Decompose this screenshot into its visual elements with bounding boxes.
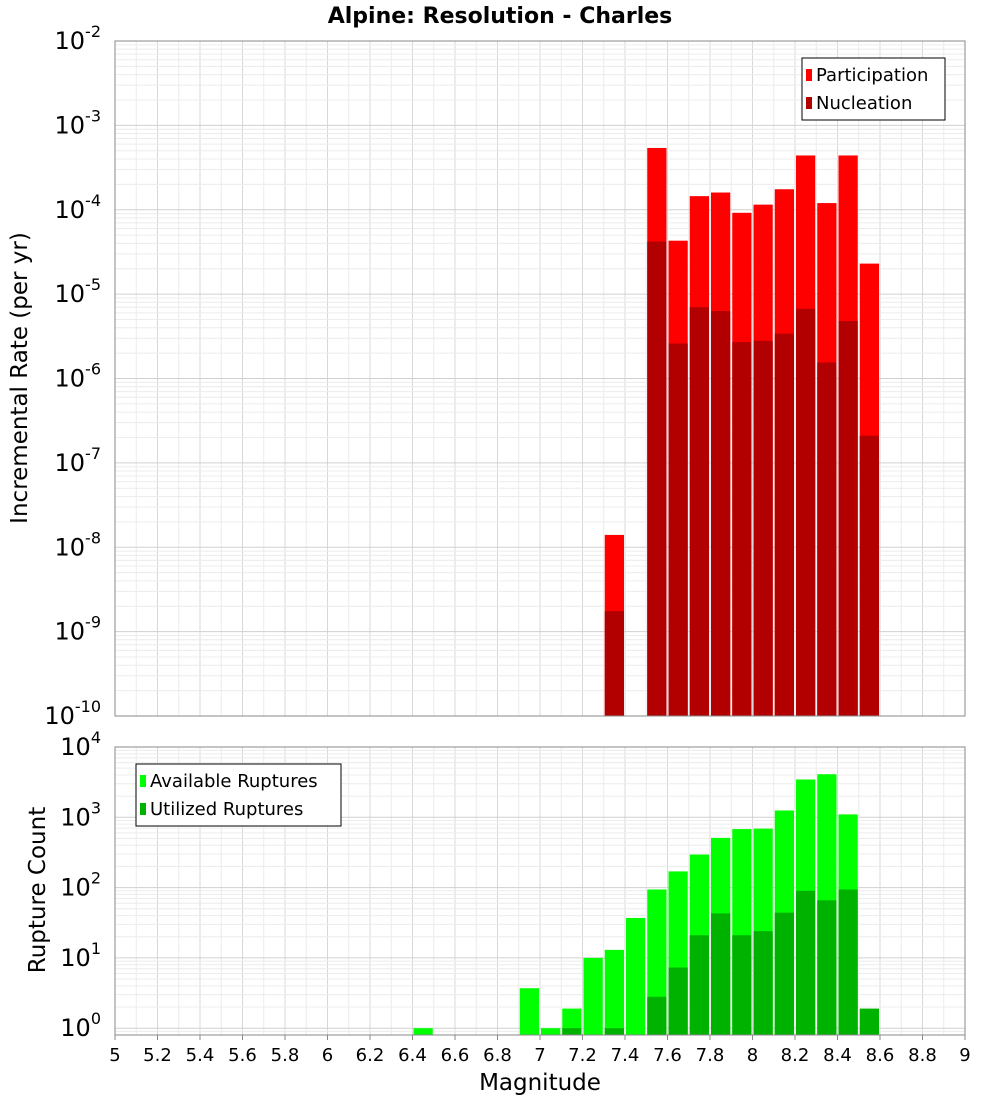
- bar: [604, 949, 624, 1035]
- chart-title: Alpine: Resolution - Charles: [328, 4, 673, 29]
- bar: [604, 1028, 624, 1035]
- bar: [796, 308, 816, 716]
- bar: [689, 307, 709, 716]
- bar: [668, 343, 688, 716]
- legend-box: [801, 57, 946, 121]
- y-tick-label: 10-3: [55, 106, 102, 139]
- y-tick-label: 10-5: [55, 275, 102, 308]
- y-axis-label-rate: Incremental Rate (per yr): [7, 232, 33, 524]
- y-tick-label: 102: [60, 869, 101, 902]
- x-tick-label: 5.2: [143, 1045, 172, 1066]
- y-axis-label-rupture-count: Rupture Count: [25, 807, 51, 973]
- y-tick-label: 10-10: [44, 697, 101, 730]
- legend-swatch: [140, 775, 146, 787]
- x-tick-label: 5: [109, 1045, 120, 1066]
- bar: [583, 957, 603, 1035]
- legend-label: Participation: [816, 65, 928, 86]
- y-tick-label: 104: [60, 728, 101, 761]
- y-tick-label: 100: [60, 1009, 101, 1042]
- y-tick-label: 10-2: [55, 22, 102, 55]
- plot-frame: [114, 40, 966, 717]
- x-tick-label: 7.2: [568, 1045, 597, 1066]
- x-tick-label: 9: [959, 1045, 970, 1066]
- x-tick-label: 8.4: [823, 1045, 852, 1066]
- series-nucleation: [604, 241, 879, 717]
- x-tick-label: 6.4: [398, 1045, 427, 1066]
- bar: [626, 917, 646, 1035]
- x-tick-label: 5.4: [186, 1045, 215, 1066]
- bar: [817, 362, 837, 716]
- bar: [413, 1028, 433, 1035]
- series-utilized-ruptures: [562, 889, 879, 1035]
- bar: [859, 435, 879, 716]
- x-tick-label: 6: [322, 1045, 333, 1066]
- bar: [774, 912, 794, 1035]
- x-axis: 5 5.2 5.4 5.6 5.8 6 6.2 6.4 6.6 6.8 7 7.2 7.4 7.6 7.8 8…: [109, 1035, 971, 1066]
- x-tick-label: 8.6: [866, 1045, 895, 1066]
- y-tick-label: 10-8: [55, 528, 102, 561]
- rupture-count-panel: 100 101 102 103 104 Available Ruptures Utilize…: [60, 728, 966, 1042]
- rate-panel: 10-10 10-9 10-8 10-7 10-6 10-5 10-4 10-3 10-2 Par…: [44, 22, 966, 730]
- y-tick-label: 103: [60, 798, 101, 831]
- legend: Participation Nucleation: [801, 57, 946, 121]
- legend-label: Utilized Ruptures: [150, 799, 303, 820]
- legend-box: [135, 763, 342, 827]
- x-tick-label: 8.8: [908, 1045, 937, 1066]
- bar: [859, 1008, 879, 1035]
- bar: [647, 241, 667, 717]
- legend: Available Ruptures Utilized Ruptures: [135, 763, 342, 827]
- x-tick-label: 6.6: [441, 1045, 470, 1066]
- grid: [114, 40, 966, 717]
- bar: [838, 889, 858, 1035]
- bar: [753, 340, 773, 716]
- x-tick-label: 8: [747, 1045, 758, 1066]
- bar: [774, 333, 794, 716]
- y-tick-label: 10-7: [55, 444, 102, 477]
- x-tick-label: 6.8: [483, 1045, 512, 1066]
- legend-swatch: [140, 803, 146, 815]
- bar: [604, 611, 624, 716]
- y-tick-label: 10-4: [55, 191, 102, 224]
- bar: [689, 935, 709, 1035]
- y-tick-label: 101: [60, 939, 101, 972]
- legend-swatch: [806, 97, 812, 109]
- bar: [732, 935, 752, 1035]
- x-tick-label: 5.8: [271, 1045, 300, 1066]
- x-tick-label: 5.6: [228, 1045, 257, 1066]
- x-tick-label: 7.8: [696, 1045, 725, 1066]
- x-tick-label: 7.6: [653, 1045, 682, 1066]
- bar: [796, 890, 816, 1035]
- bar: [732, 342, 752, 716]
- bar: [541, 1028, 561, 1035]
- bar: [838, 321, 858, 716]
- bar: [519, 988, 539, 1035]
- bar: [562, 1028, 582, 1035]
- y-tick-label: 10-9: [55, 613, 102, 646]
- bar: [711, 311, 731, 716]
- bar: [647, 996, 667, 1035]
- legend-label: Available Ruptures: [150, 771, 318, 792]
- legend-label: Nucleation: [816, 93, 912, 114]
- x-tick-label: 6.2: [356, 1045, 385, 1066]
- x-tick-label: 7.4: [611, 1045, 640, 1066]
- bar: [753, 931, 773, 1035]
- x-axis-label: Magnitude: [479, 1070, 601, 1096]
- bar: [668, 967, 688, 1035]
- y-tick-label: 10-6: [55, 360, 102, 393]
- bar: [711, 913, 731, 1035]
- legend-swatch: [806, 69, 812, 81]
- x-tick-label: 8.2: [781, 1045, 810, 1066]
- bar: [817, 900, 837, 1035]
- x-tick-label: 7: [534, 1045, 545, 1066]
